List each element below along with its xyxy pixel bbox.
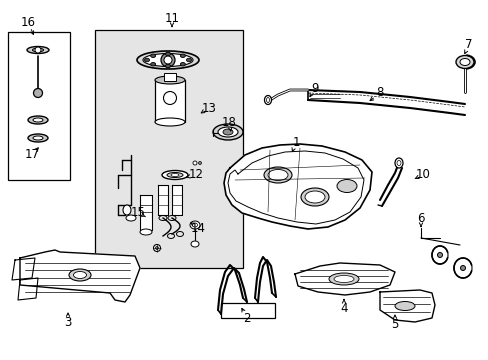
Text: 15: 15 bbox=[130, 207, 145, 220]
Ellipse shape bbox=[162, 171, 187, 180]
Ellipse shape bbox=[33, 136, 43, 140]
Ellipse shape bbox=[163, 56, 172, 64]
Polygon shape bbox=[158, 185, 168, 215]
Polygon shape bbox=[172, 185, 182, 215]
Ellipse shape bbox=[165, 64, 170, 68]
Ellipse shape bbox=[161, 53, 175, 67]
Ellipse shape bbox=[150, 63, 155, 66]
Polygon shape bbox=[307, 85, 464, 112]
Ellipse shape bbox=[28, 134, 48, 142]
Polygon shape bbox=[224, 144, 371, 229]
Ellipse shape bbox=[328, 273, 358, 285]
Text: 18: 18 bbox=[221, 116, 236, 129]
Ellipse shape bbox=[33, 118, 43, 122]
Ellipse shape bbox=[453, 258, 471, 278]
Ellipse shape bbox=[155, 247, 158, 249]
Polygon shape bbox=[140, 195, 152, 230]
Text: 8: 8 bbox=[376, 86, 383, 99]
Text: 4: 4 bbox=[340, 302, 347, 315]
Ellipse shape bbox=[35, 47, 41, 53]
Ellipse shape bbox=[198, 162, 201, 165]
Ellipse shape bbox=[223, 129, 232, 135]
Ellipse shape bbox=[333, 275, 353, 283]
Text: 3: 3 bbox=[64, 316, 72, 329]
Bar bbox=[8, 32, 70, 180]
Text: 17: 17 bbox=[24, 148, 40, 162]
Text: 9: 9 bbox=[311, 81, 318, 94]
Ellipse shape bbox=[123, 205, 131, 215]
Bar bbox=[155, 80, 184, 122]
Ellipse shape bbox=[69, 269, 91, 281]
Ellipse shape bbox=[394, 158, 402, 168]
Text: 10: 10 bbox=[415, 168, 429, 181]
Ellipse shape bbox=[190, 221, 200, 229]
Polygon shape bbox=[379, 290, 434, 322]
Ellipse shape bbox=[437, 252, 442, 257]
Bar bbox=[163, 73, 176, 81]
Ellipse shape bbox=[126, 215, 136, 221]
Ellipse shape bbox=[431, 246, 447, 264]
Ellipse shape bbox=[264, 167, 291, 183]
Ellipse shape bbox=[394, 302, 414, 310]
Ellipse shape bbox=[155, 76, 184, 84]
Ellipse shape bbox=[180, 54, 185, 58]
Bar bbox=[221, 303, 274, 318]
Ellipse shape bbox=[301, 188, 328, 206]
Ellipse shape bbox=[218, 127, 238, 137]
Ellipse shape bbox=[73, 271, 86, 279]
Ellipse shape bbox=[167, 172, 183, 177]
Text: 2: 2 bbox=[243, 311, 250, 324]
Ellipse shape bbox=[144, 58, 149, 62]
Text: 16: 16 bbox=[20, 15, 36, 28]
Polygon shape bbox=[12, 258, 35, 280]
Ellipse shape bbox=[213, 124, 243, 140]
Ellipse shape bbox=[27, 46, 49, 54]
Text: 7: 7 bbox=[464, 39, 472, 51]
Ellipse shape bbox=[305, 191, 325, 203]
Ellipse shape bbox=[155, 118, 184, 126]
Ellipse shape bbox=[459, 58, 469, 66]
Ellipse shape bbox=[153, 244, 160, 252]
Ellipse shape bbox=[140, 229, 152, 235]
Text: 1: 1 bbox=[292, 135, 299, 148]
Bar bbox=[95, 30, 243, 268]
Ellipse shape bbox=[460, 266, 465, 270]
Ellipse shape bbox=[137, 51, 199, 69]
Text: 11: 11 bbox=[164, 12, 179, 24]
Ellipse shape bbox=[191, 241, 199, 247]
Ellipse shape bbox=[186, 58, 191, 62]
Ellipse shape bbox=[336, 180, 356, 193]
Polygon shape bbox=[20, 250, 140, 302]
Ellipse shape bbox=[455, 55, 473, 68]
Polygon shape bbox=[18, 278, 38, 300]
Text: 6: 6 bbox=[416, 211, 424, 225]
Ellipse shape bbox=[142, 54, 193, 67]
Ellipse shape bbox=[180, 63, 185, 66]
Text: 13: 13 bbox=[201, 102, 216, 114]
Ellipse shape bbox=[163, 91, 176, 104]
Ellipse shape bbox=[28, 116, 48, 124]
Ellipse shape bbox=[193, 161, 197, 165]
Ellipse shape bbox=[34, 89, 42, 98]
Ellipse shape bbox=[267, 170, 287, 180]
Ellipse shape bbox=[171, 174, 179, 176]
Ellipse shape bbox=[165, 52, 170, 56]
Ellipse shape bbox=[264, 95, 271, 104]
Ellipse shape bbox=[150, 54, 155, 58]
Text: 12: 12 bbox=[188, 168, 203, 181]
Text: 5: 5 bbox=[390, 319, 398, 332]
Text: 14: 14 bbox=[190, 221, 205, 234]
Ellipse shape bbox=[32, 48, 43, 52]
Polygon shape bbox=[377, 162, 401, 205]
Polygon shape bbox=[294, 263, 394, 295]
